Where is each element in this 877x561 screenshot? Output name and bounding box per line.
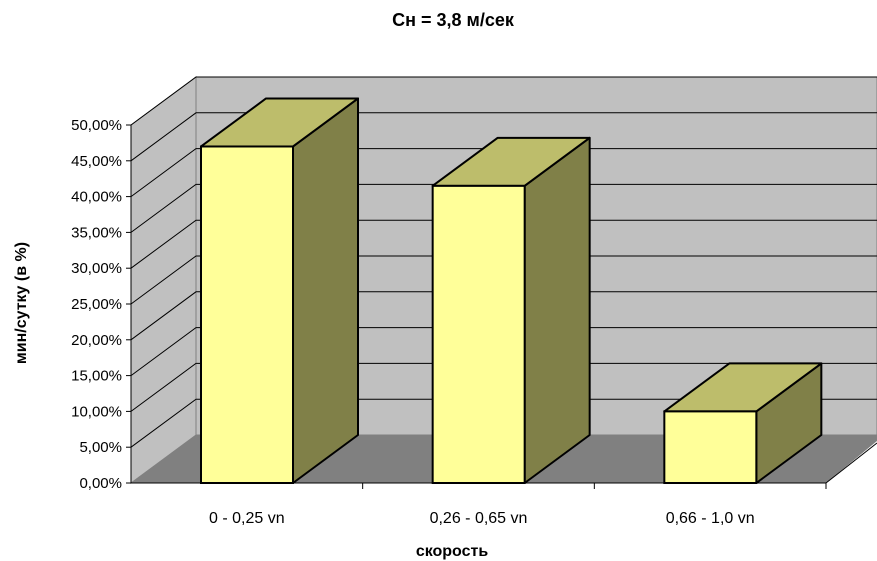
y-tick-label: 15,00% [71, 368, 122, 385]
gridline [130, 148, 877, 198]
gridline [130, 362, 877, 412]
x-tick-label: 0,66 - 1,0 vn [666, 510, 755, 527]
bar-side [523, 136, 591, 484]
bar-front [663, 410, 758, 484]
gridline [130, 219, 877, 269]
y-axis-title: мин/сутку (в %) [13, 242, 30, 364]
y-tick-label: 30,00% [71, 260, 122, 277]
gridline [130, 255, 877, 305]
y-tick-label: 25,00% [71, 296, 122, 313]
y-tick-label: 40,00% [71, 189, 122, 206]
gridlines [130, 76, 877, 448]
gridline [130, 183, 877, 233]
bar [200, 97, 359, 484]
bar-side [292, 97, 359, 484]
y-tick-label: 50,00% [71, 117, 122, 134]
y-tick-label: 10,00% [71, 403, 122, 420]
floor-edge [825, 442, 877, 484]
bar [663, 362, 823, 484]
gridline [130, 76, 877, 126]
gridline [130, 398, 877, 448]
y-tick-labels: 0,00% 5,00% 10,00% 15,00% 20,00% 25,00% 30,00%… [71, 117, 122, 492]
y-tick-label: 35,00% [71, 224, 122, 241]
x-axis-title: скорость [416, 543, 489, 560]
gridline [130, 327, 877, 377]
x-tick-label: 0 - 0,25 vn [209, 510, 285, 527]
chart-title: Сн = 3,8 м/сек [392, 10, 515, 30]
bars [200, 97, 823, 485]
y-tick-label: 5,00% [79, 439, 122, 456]
gridline [130, 291, 877, 341]
x-tick-label: 0,26 - 0,65 vn [430, 510, 528, 527]
bar-front [200, 145, 294, 484]
y-tick-label: 20,00% [71, 332, 122, 349]
bar [431, 136, 591, 485]
bar-front [431, 184, 526, 485]
gridline [130, 112, 877, 162]
y-tick-label: 45,00% [71, 153, 122, 170]
x-tick-labels: 0 - 0,25 vn 0,26 - 0,65 vn 0,66 - 1,0 vn [209, 510, 755, 527]
y-tick-label: 0,00% [79, 475, 122, 492]
